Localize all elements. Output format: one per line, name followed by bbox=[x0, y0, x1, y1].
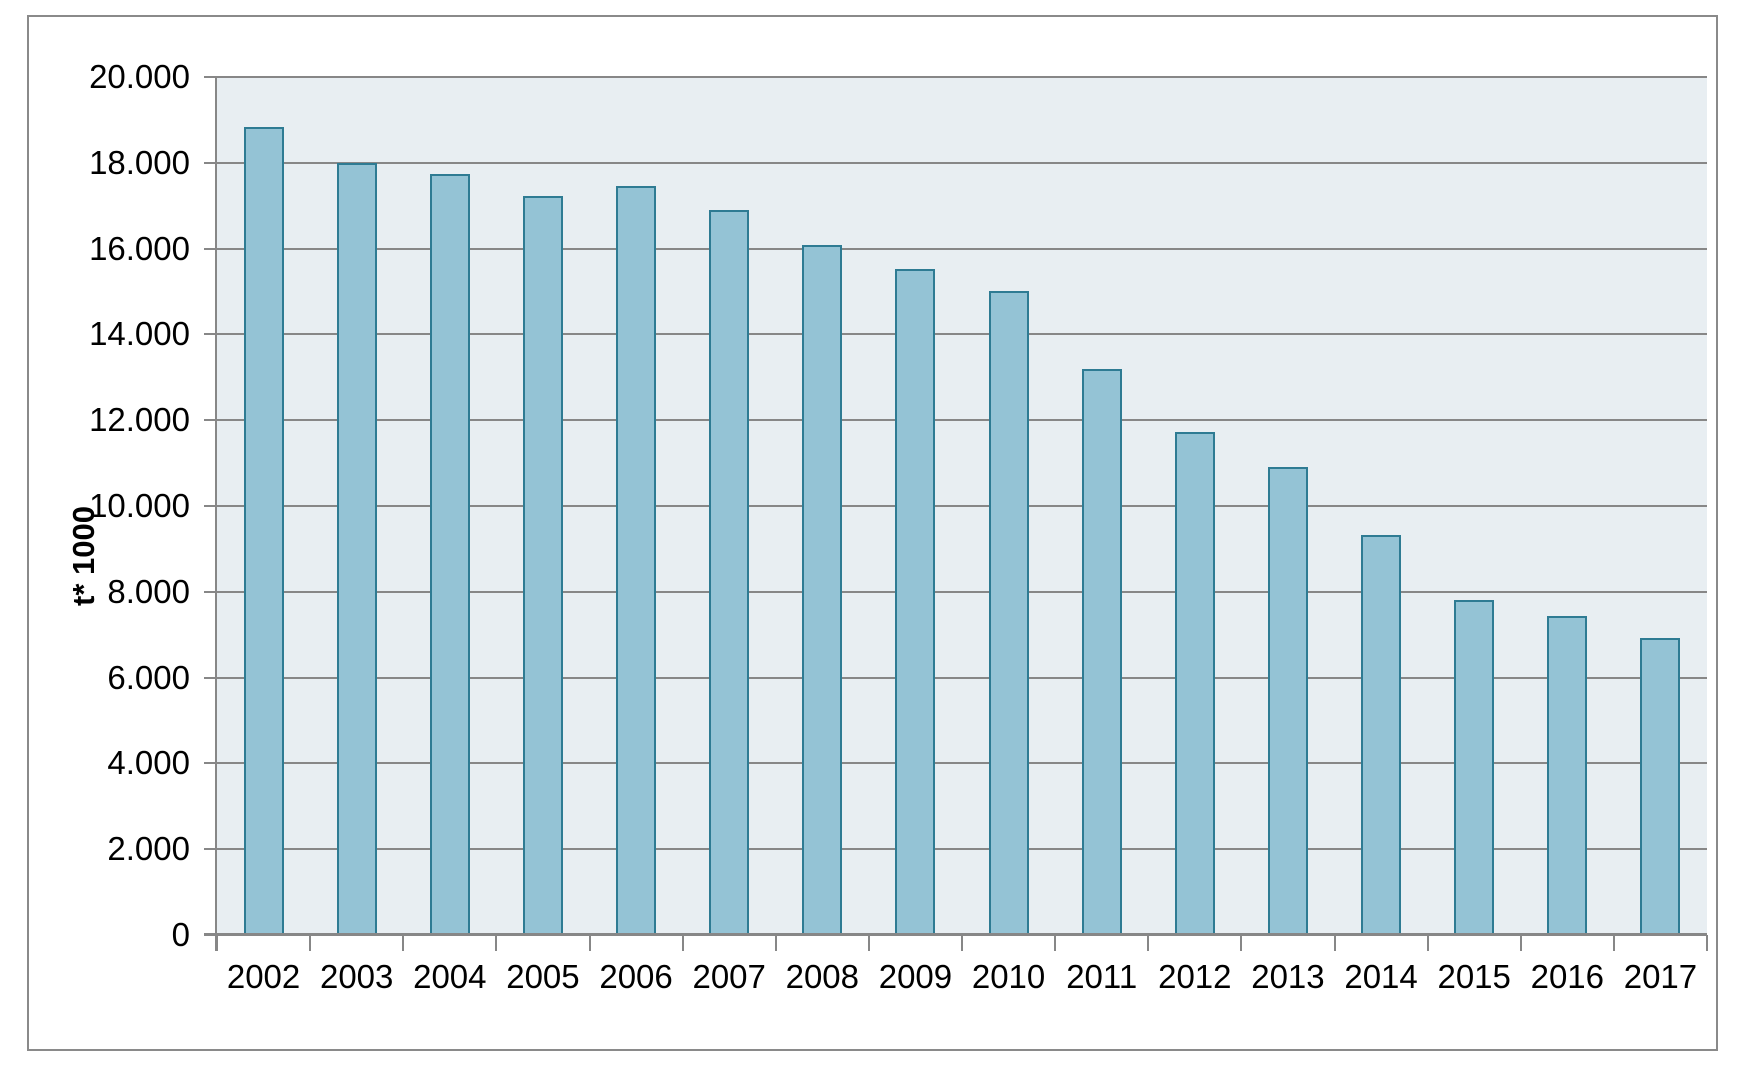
y-tick-label: 8.000 bbox=[107, 572, 190, 610]
x-axis-tick bbox=[495, 935, 498, 951]
bar-2003 bbox=[336, 162, 377, 935]
bar-2014 bbox=[1361, 534, 1402, 935]
x-tick-label: 2005 bbox=[506, 958, 580, 995]
y-axis-tick bbox=[204, 762, 217, 765]
x-tick-label: 2006 bbox=[599, 958, 673, 995]
gridline bbox=[217, 762, 1707, 765]
x-axis-line bbox=[204, 933, 1707, 936]
x-axis-tick bbox=[1240, 935, 1243, 951]
bar-2007 bbox=[709, 210, 750, 935]
y-tick-label: 12.000 bbox=[89, 401, 190, 439]
x-tick-label: 2003 bbox=[319, 958, 394, 995]
bar-2005 bbox=[522, 195, 563, 935]
y-tick-label: 14.000 bbox=[89, 315, 190, 353]
bar-2011 bbox=[1081, 368, 1122, 935]
x-axis-tick bbox=[309, 935, 312, 951]
x-tick-label: 2014 bbox=[1344, 958, 1418, 995]
bar-2012 bbox=[1174, 432, 1215, 935]
bar-2002 bbox=[243, 126, 284, 935]
y-axis-tick bbox=[204, 161, 217, 164]
gridline bbox=[217, 848, 1707, 851]
x-axis-tick bbox=[402, 935, 405, 951]
x-tick-label: 2004 bbox=[413, 958, 487, 995]
y-tick-label: 2.000 bbox=[107, 830, 190, 868]
x-axis-tick bbox=[774, 935, 777, 951]
bar-2004 bbox=[429, 173, 470, 935]
x-axis-tick bbox=[1706, 935, 1708, 951]
bar-2010 bbox=[988, 290, 1029, 935]
x-axis-tick bbox=[961, 935, 963, 951]
x-tick-label: 2013 bbox=[1251, 958, 1325, 995]
y-tick-label: 18.000 bbox=[89, 143, 190, 181]
gridline bbox=[217, 419, 1707, 422]
y-axis-tick bbox=[204, 247, 217, 250]
y-axis-title: t* 1000 bbox=[66, 506, 101, 606]
plot-area bbox=[217, 76, 1707, 935]
gridline bbox=[217, 333, 1707, 336]
y-axis-tick bbox=[204, 590, 217, 593]
x-axis-tick bbox=[867, 935, 870, 951]
gridline bbox=[217, 76, 1707, 78]
x-axis-tick bbox=[1519, 935, 1522, 951]
x-tick-label: 2007 bbox=[692, 958, 766, 995]
gridline bbox=[217, 161, 1707, 164]
bar-2006 bbox=[616, 186, 657, 935]
x-axis-tick bbox=[1054, 935, 1057, 951]
bar-2008 bbox=[802, 245, 843, 935]
y-tick-label: 10.000 bbox=[89, 487, 190, 524]
x-tick-label: 2002 bbox=[226, 958, 301, 995]
x-tick-label: 2015 bbox=[1437, 958, 1511, 995]
x-tick-label: 2011 bbox=[1066, 958, 1138, 995]
y-tick-label: 20.000 bbox=[89, 58, 190, 95]
bar-2015 bbox=[1454, 599, 1495, 935]
gridline bbox=[217, 590, 1707, 593]
x-axis-tick bbox=[1147, 935, 1150, 951]
x-axis-tick bbox=[681, 935, 684, 951]
gridline bbox=[217, 505, 1707, 507]
y-tick-label: 4.000 bbox=[107, 744, 190, 782]
gridline bbox=[217, 676, 1707, 679]
x-tick-label: 2010 bbox=[971, 958, 1046, 995]
x-tick-label: 2008 bbox=[785, 958, 860, 995]
x-axis-tick bbox=[588, 935, 591, 951]
x-tick-label: 2012 bbox=[1158, 958, 1232, 995]
x-tick-label: 2016 bbox=[1530, 958, 1605, 995]
x-axis-tick bbox=[1333, 935, 1336, 951]
bar-2013 bbox=[1267, 466, 1308, 935]
y-axis-tick bbox=[204, 76, 217, 78]
x-axis-tick bbox=[216, 935, 218, 951]
y-axis-tick bbox=[204, 676, 217, 679]
y-axis-tick bbox=[204, 848, 217, 851]
y-tick-label: 16.000 bbox=[89, 229, 190, 267]
x-axis-tick bbox=[1612, 935, 1615, 951]
y-tick-label: 0 bbox=[171, 916, 190, 953]
y-axis-tick bbox=[204, 505, 217, 507]
gridline bbox=[217, 247, 1707, 250]
y-tick-label: 6.000 bbox=[107, 658, 190, 696]
y-axis-line bbox=[215, 77, 217, 951]
bar-2009 bbox=[895, 268, 936, 935]
x-axis-tick bbox=[1426, 935, 1429, 951]
y-axis-tick bbox=[204, 333, 217, 336]
x-tick-label: 2009 bbox=[878, 958, 953, 995]
x-tick-label: 2017 bbox=[1623, 958, 1698, 995]
bar-2016 bbox=[1547, 616, 1588, 935]
bar-2017 bbox=[1640, 638, 1681, 935]
y-axis-tick bbox=[204, 419, 217, 422]
